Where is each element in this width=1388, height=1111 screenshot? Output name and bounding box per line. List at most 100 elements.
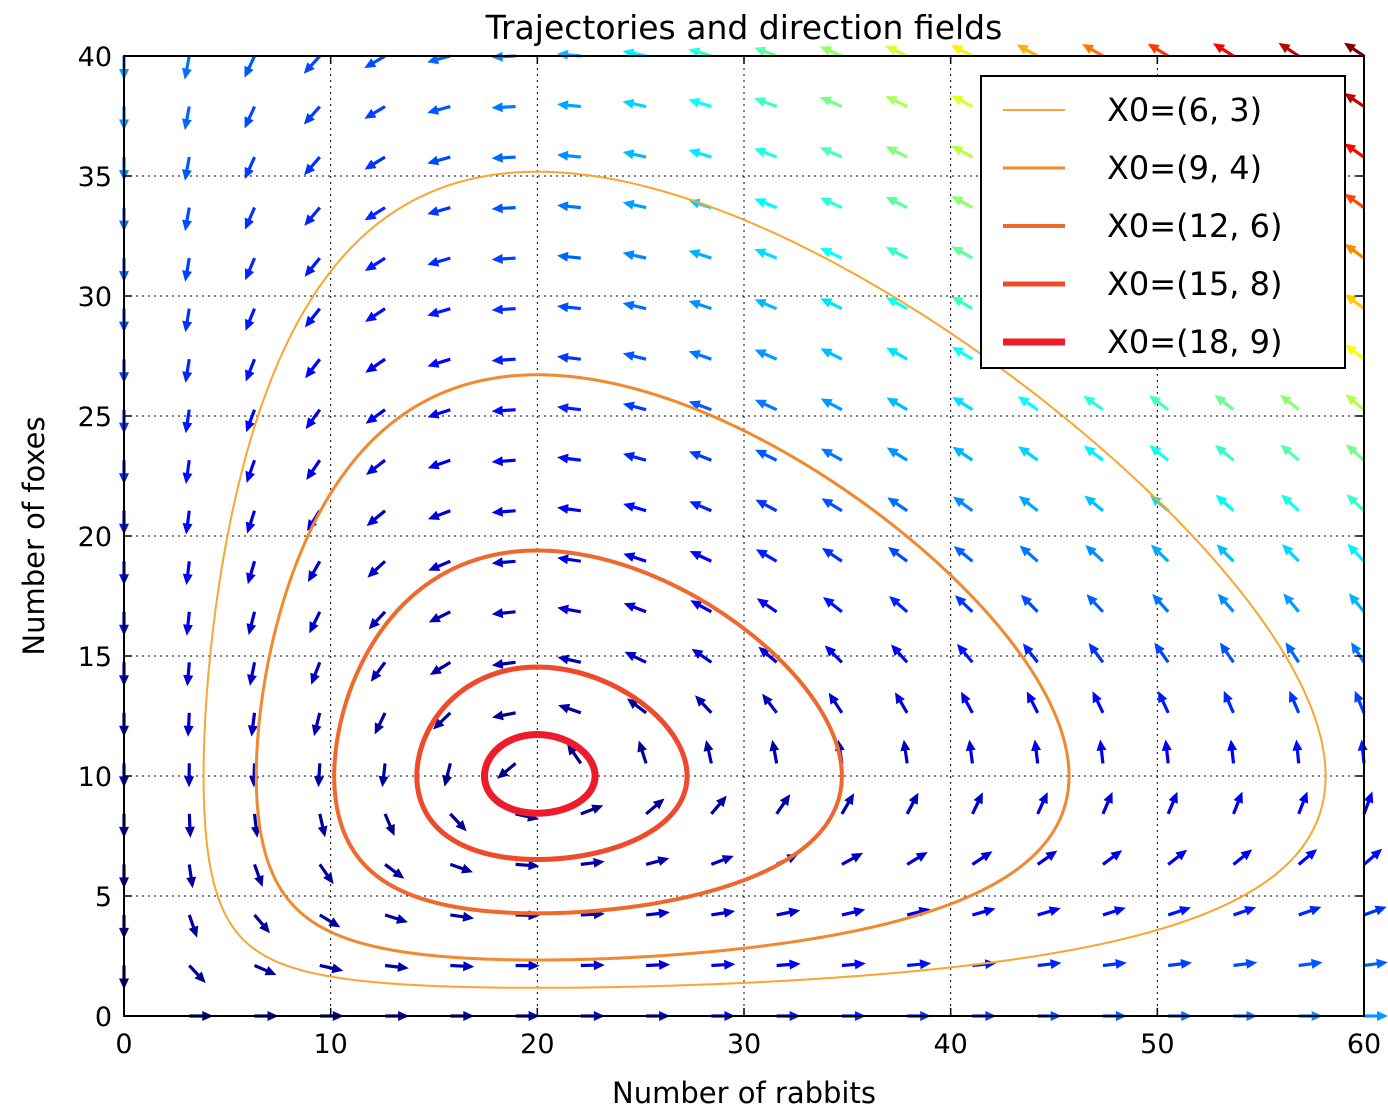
quiver-arrow [622,98,647,109]
legend-label: X0=(6, 3) [1107,91,1262,129]
quiver-arrow [1016,44,1039,58]
quiver-arrow [557,352,581,363]
quiver-arrow [1083,395,1104,411]
quiver-arrow [450,961,475,972]
quiver-arrow [557,504,582,514]
quiver-arrow [645,798,665,816]
quiver-arrow [841,852,863,866]
quiver-arrow [182,561,193,586]
quiver-arrow [1347,543,1366,563]
quiver-arrow [953,496,974,512]
quiver-arrow [557,554,582,565]
quiver-arrow [1233,906,1257,917]
quiver-arrow [1216,544,1235,563]
quiver-arrow [246,560,257,585]
quiver-arrow [491,506,516,517]
y-tick-label: 5 [95,882,112,913]
quiver-arrow [364,206,386,221]
quiver-arrow [1215,494,1235,512]
quiver-arrow [491,102,516,113]
y-tick-label: 35 [78,162,112,193]
quiver-arrow [623,552,647,563]
y-axis-ticks: 0 5 10 15 20 25 30 35 40 [78,42,1364,1033]
quiver-arrow [305,358,322,379]
quiver-arrow [303,105,321,125]
quiver-arrow [365,408,386,424]
quiver-arrow [841,907,866,917]
quiver-arrow [245,459,256,483]
quiver-arrow [182,106,192,131]
quiver-arrow [819,46,843,58]
quiver-arrow [776,959,801,970]
quiver-arrow [368,610,387,630]
quiver-arrow [428,610,451,623]
y-tick-label: 25 [78,402,112,433]
legend-label: X0=(18, 9) [1107,323,1282,361]
trajectory-line [332,548,844,916]
quiver-arrow [1357,739,1368,764]
quiver-arrow [623,502,647,513]
quiver-arrow [184,763,195,788]
quiver-arrow [311,712,322,737]
quiver-arrow [951,246,974,260]
quiver-arrow [953,546,974,563]
quiver-arrow [1351,642,1366,664]
quiver-arrow [1348,593,1366,613]
quiver-arrow [491,608,516,619]
quiver-arrow [1363,848,1383,866]
quiver-arrow [755,449,778,462]
quiver-arrow [886,447,908,462]
quiver-arrow [756,598,778,614]
y-tick-label: 10 [78,762,112,793]
quiver-arrow [1147,43,1169,58]
quiver-arrow [253,964,277,976]
quiver-arrow [885,96,908,108]
quiver-arrow [623,451,647,462]
quiver-arrow [427,256,451,267]
quiver-arrow [429,661,452,675]
quiver-arrow [688,98,712,109]
quiver-arrow [1154,642,1170,664]
quiver-arrow [244,156,256,179]
x-tick-label: 0 [115,1029,132,1060]
quiver-arrow [580,804,604,816]
quiver-arrow [951,45,974,58]
quiver-arrow [580,857,605,868]
quiver-arrow [1213,43,1235,58]
quiver-arrow [365,307,386,322]
quiver-arrow [491,405,516,416]
quiver-arrow [822,547,843,563]
quiver-arrow [1018,495,1039,512]
quiver-arrow [646,959,671,970]
quiver-arrow [1282,544,1300,563]
quiver-arrow [951,196,974,209]
quiver-arrow [895,692,909,714]
quiver-arrow [557,604,582,615]
quiver-arrow [754,299,778,311]
quiver-arrow [1292,739,1303,764]
quiver-arrow [1223,690,1235,714]
quiver-arrow [819,147,843,159]
quiver-arrow [1278,42,1300,58]
trajectory-line [414,664,690,862]
quiver-arrow [182,460,193,484]
trajectories [202,170,1327,989]
quiver-arrow [1150,544,1170,563]
quiver-arrow [703,740,714,764]
quiver-arrow [182,510,193,535]
quiver-arrow [442,763,452,787]
quiver-arrow [951,346,974,361]
quiver-arrow [244,105,256,129]
quiver-arrow [492,710,516,721]
quiver-arrow [1031,739,1042,764]
quiver-arrow [449,862,473,874]
quiver-arrow [182,207,192,232]
quiver-arrow [645,856,670,866]
quiver-arrow [384,962,409,972]
quiver-arrow [251,813,261,838]
quiver-arrow [1215,444,1235,462]
quiver-arrow [622,250,647,261]
quiver-arrow [754,349,778,361]
quiver-arrow [754,198,778,210]
x-tick-label: 10 [313,1029,347,1060]
